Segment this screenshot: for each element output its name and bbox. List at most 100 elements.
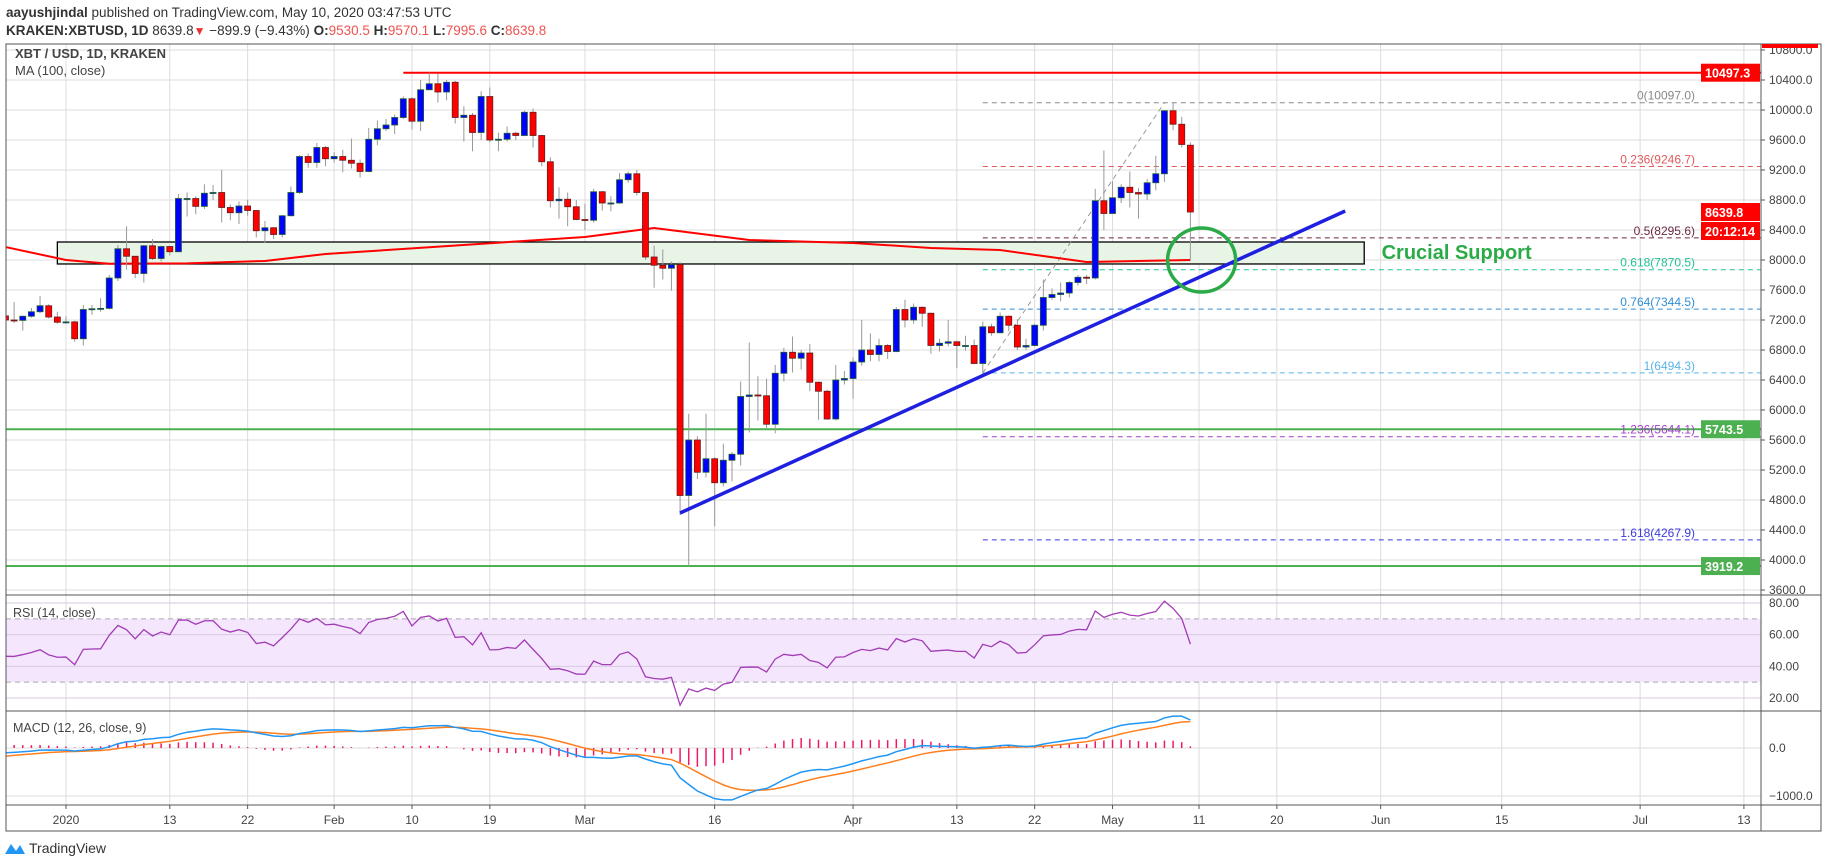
candle-up [114, 248, 122, 279]
candle-down [1135, 192, 1142, 195]
last-price: 8639.8 [152, 23, 194, 38]
candle-up [702, 458, 710, 473]
candle-up [157, 246, 165, 259]
time-tick-label: Mar [575, 813, 596, 827]
candle-down [754, 394, 762, 397]
macd-pane[interactable] [5, 715, 1192, 801]
candle-down [1013, 324, 1021, 348]
ma-legend: MA (100, close) [15, 63, 105, 78]
candle-up [19, 315, 27, 321]
candle-up [624, 173, 632, 181]
candle-up [79, 309, 87, 340]
candle-up [668, 264, 675, 269]
author-name[interactable]: aayushjindal [6, 5, 88, 20]
candle-down [469, 114, 476, 133]
candle-down [486, 96, 494, 141]
time-tick-label: 13 [1737, 813, 1751, 827]
price-tick-label: 7600.0 [1769, 283, 1806, 297]
price-tick-label: 9200.0 [1769, 163, 1806, 177]
candle-down [123, 248, 130, 257]
candle-up [832, 379, 840, 420]
time-tick-label: 20 [1270, 813, 1284, 827]
candle-up [1039, 297, 1047, 326]
candle-up [1065, 282, 1073, 294]
time-tick-label: 19 [483, 813, 497, 827]
candle-up [477, 96, 485, 133]
chart-frame [5, 43, 1822, 832]
macd-line [6, 715, 1191, 801]
support-zone [56, 241, 1365, 265]
candle-up [261, 227, 269, 232]
bar-countdown-tag: 20:12:14 [1705, 225, 1755, 239]
candle-up [996, 315, 1004, 334]
tradingview-logo[interactable]: TradingView [4, 840, 106, 856]
candle-down [659, 264, 667, 269]
candle-down [693, 439, 701, 473]
macd-tick-label: −1000.0 [1769, 789, 1813, 803]
price-tick-label: 6000.0 [1769, 403, 1806, 417]
bar-countdown-tag-bg [1701, 222, 1760, 241]
candle-up [382, 124, 390, 130]
candle-down [650, 256, 658, 266]
candle-up [858, 349, 866, 363]
candle-down [6, 315, 9, 321]
candle-down [348, 159, 355, 164]
candle-up [521, 111, 528, 136]
fib-level-label: 1(6494.3) [1644, 359, 1695, 373]
candle-down [1178, 123, 1186, 145]
macd-legend: MACD (12, 26, close, 9) [13, 721, 146, 735]
rsi-pane[interactable] [5, 600, 1191, 707]
candle-up [797, 352, 805, 359]
candle-up [1048, 294, 1056, 298]
candle-down [270, 227, 277, 235]
candle-down [884, 345, 892, 352]
price-tick-label: 8000.0 [1769, 253, 1806, 267]
candle-down [763, 395, 770, 425]
candle-down [815, 381, 822, 392]
candle-down [823, 390, 831, 420]
candle-up [1161, 110, 1168, 175]
candle-down [1083, 276, 1090, 279]
price-tick-label: 6400.0 [1769, 373, 1806, 387]
candle-up [503, 132, 511, 140]
main-pane[interactable]: 0(10097.0) 0.236(9246.7) 0.5(8295.6) 0.618(… [2, 71, 1761, 568]
candle-down [304, 156, 312, 163]
candle-up [616, 179, 623, 204]
candle-up [728, 453, 736, 461]
candle-down [131, 255, 139, 274]
candle-down [71, 321, 79, 340]
candle-down [546, 161, 554, 202]
candle-up [910, 306, 918, 321]
tradingview-logo-icon [5, 844, 25, 854]
level-price-tag-bg [1701, 557, 1760, 576]
time-tick-label: Jul [1632, 813, 1647, 827]
brand-name: TradingView [29, 840, 107, 856]
candle-up [373, 128, 381, 140]
chart-title: XBT / USD, 1D, KRAKEN [15, 46, 166, 61]
candle-up [105, 277, 113, 309]
price-tick-label: 4000.0 [1769, 553, 1806, 567]
support-annotation-text: Crucial Support [1382, 242, 1532, 264]
candle-up [287, 192, 295, 217]
symbol-info: KRAKEN:XBTUSD, 1D 8639.8▼ −899.9 (−9.43%… [6, 23, 546, 39]
time-tick-label: 22 [1028, 813, 1042, 827]
candle-down [564, 198, 572, 208]
fib-trend-line [982, 102, 1165, 374]
candle-up [607, 202, 615, 205]
candle-up [330, 156, 338, 160]
fib-level-label: 0.236(9246.7) [1620, 152, 1695, 166]
candle-down [1186, 144, 1194, 213]
candle-up [235, 205, 243, 214]
time-tick-label: 16 [708, 813, 722, 827]
candle-down [711, 458, 719, 484]
candle-down [953, 341, 961, 346]
candle-up [1117, 186, 1125, 199]
rsi-tick-label: 20.00 [1769, 691, 1799, 705]
candle-up [1031, 324, 1039, 346]
fib-level-label: 1.236(5644.1) [1620, 423, 1695, 437]
price-tick-label: 9600.0 [1769, 133, 1806, 147]
candle-up [1152, 173, 1160, 184]
candle-down [1005, 315, 1013, 326]
candle-down [53, 316, 61, 323]
